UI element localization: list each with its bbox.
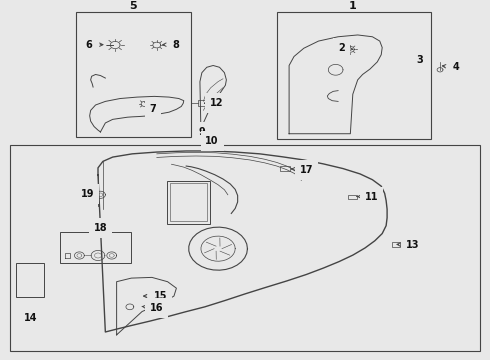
Bar	[76, 12, 191, 137]
Text: 12: 12	[204, 98, 224, 108]
Bar	[348, 195, 357, 199]
Text: 7: 7	[145, 102, 156, 114]
Bar	[280, 166, 290, 171]
Text: 13: 13	[397, 240, 420, 250]
Text: 17: 17	[292, 165, 313, 175]
Bar	[16, 263, 44, 297]
Bar	[392, 242, 400, 247]
Text: 16: 16	[142, 303, 164, 313]
Text: 11: 11	[357, 192, 378, 202]
Text: 19: 19	[80, 189, 94, 199]
Text: 1: 1	[349, 1, 357, 11]
Text: 8: 8	[163, 40, 179, 50]
Bar	[10, 144, 480, 351]
Text: 14: 14	[24, 312, 37, 323]
Text: 5: 5	[129, 1, 137, 11]
Bar	[167, 181, 210, 224]
Bar	[198, 100, 209, 107]
Text: 2: 2	[338, 43, 353, 53]
Text: 10: 10	[205, 136, 219, 146]
Text: 3: 3	[416, 55, 424, 65]
Text: 18: 18	[94, 223, 107, 233]
Text: 9: 9	[198, 127, 205, 137]
Text: 4: 4	[442, 62, 459, 72]
Text: 15: 15	[144, 291, 168, 301]
Text: 6: 6	[86, 40, 103, 50]
Bar	[277, 12, 431, 139]
Bar	[60, 233, 131, 263]
Bar	[170, 183, 207, 221]
